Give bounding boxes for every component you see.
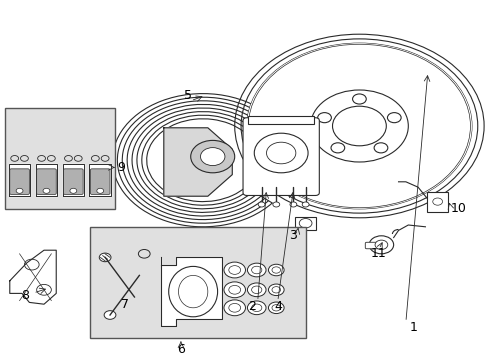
Text: 6: 6 [177,343,184,356]
Circle shape [247,283,265,297]
Circle shape [104,311,116,319]
Polygon shape [161,257,222,326]
Circle shape [224,262,245,278]
Text: 10: 10 [449,202,465,215]
Text: 1: 1 [408,321,416,334]
Circle shape [224,282,245,298]
FancyBboxPatch shape [243,118,319,195]
Circle shape [268,264,284,276]
Circle shape [299,219,311,228]
FancyBboxPatch shape [63,169,83,194]
Circle shape [224,300,245,316]
Circle shape [97,188,103,193]
Circle shape [373,143,387,153]
Circle shape [289,202,296,207]
Polygon shape [89,164,111,196]
Circle shape [268,302,284,314]
Circle shape [374,240,387,249]
Circle shape [190,140,234,173]
Circle shape [302,202,308,207]
Bar [90,227,305,338]
Polygon shape [9,164,30,196]
Text: 5: 5 [184,89,192,102]
Circle shape [99,253,111,262]
Circle shape [247,263,265,277]
Circle shape [70,188,77,193]
FancyBboxPatch shape [90,169,110,194]
Circle shape [16,188,23,193]
Circle shape [247,301,265,315]
Polygon shape [36,164,57,196]
Circle shape [368,236,393,254]
Bar [247,116,314,124]
Circle shape [200,148,224,166]
Text: 3: 3 [289,229,297,242]
Circle shape [43,188,50,193]
Circle shape [258,202,264,207]
Circle shape [254,133,307,173]
Circle shape [330,143,344,153]
Circle shape [268,284,284,296]
FancyBboxPatch shape [37,169,56,194]
Text: 7: 7 [121,298,128,311]
Circle shape [352,94,366,104]
Text: 9: 9 [117,161,125,174]
Bar [5,108,115,209]
Polygon shape [62,164,84,196]
Text: 11: 11 [370,247,386,260]
Circle shape [266,142,295,164]
Circle shape [332,106,386,146]
Circle shape [386,113,400,123]
Polygon shape [10,250,56,304]
Circle shape [432,198,442,205]
Bar [426,192,447,212]
Circle shape [317,113,331,123]
FancyBboxPatch shape [10,169,29,194]
Circle shape [246,43,471,209]
Bar [294,217,316,230]
Text: 4: 4 [274,300,282,313]
Polygon shape [163,128,232,196]
Text: 2: 2 [247,300,255,313]
FancyBboxPatch shape [365,242,380,249]
Text: 8: 8 [21,289,29,302]
Circle shape [272,202,279,207]
